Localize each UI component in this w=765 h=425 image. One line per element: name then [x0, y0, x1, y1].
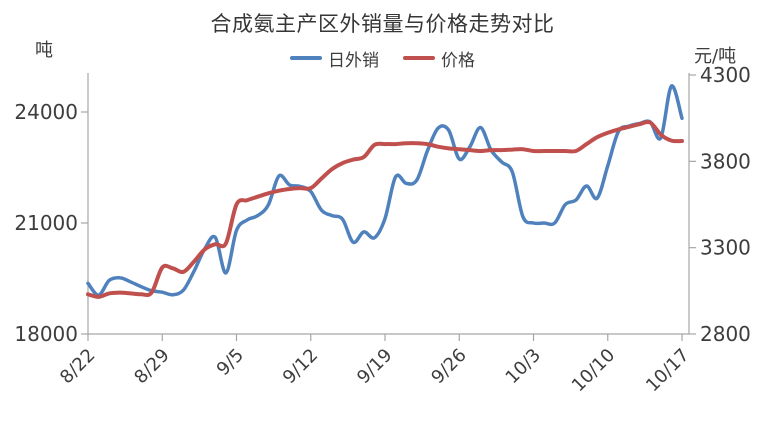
x-axis-tick-label: 10/3 — [502, 345, 545, 388]
sales-line-swatch-icon — [290, 56, 322, 60]
y-axis-left-tick-label: 21000 — [14, 211, 78, 235]
chart-title: 合成氨主产区外销量与价格走势对比 — [210, 12, 555, 36]
legend-label-daily-sales: 日外销 — [328, 50, 379, 71]
x-axis-tick-label: 9/12 — [279, 345, 322, 388]
y-axis-left-tick-label: 18000 — [14, 322, 78, 346]
price-line-swatch-icon — [403, 56, 435, 60]
legend-item-price: 价格 — [403, 46, 475, 71]
y-axis-right-tick-label: 3300 — [700, 236, 751, 260]
right-axis-unit-label: 元/吨 — [694, 46, 737, 67]
x-axis-tick-label: 10/17 — [642, 345, 694, 397]
y-axis-right-tick-label: 3800 — [700, 149, 751, 173]
x-axis-tick-label: 8/22 — [56, 345, 99, 388]
x-axis-tick-label: 9/26 — [427, 345, 470, 388]
y-axis-left-tick-label: 24000 — [14, 100, 78, 124]
legend-item-daily-sales: 日外销 — [290, 46, 379, 71]
left-axis-unit-label: 吨 — [35, 40, 53, 61]
x-axis-tick-label: 8/29 — [130, 345, 173, 388]
y-axis-right-tick-label: 4300 — [700, 63, 751, 87]
legend: 日外销 价格 — [0, 46, 765, 71]
x-axis-tick-label: 9/19 — [353, 345, 396, 388]
daily-sales-series-line — [86, 84, 684, 297]
legend-label-price: 价格 — [441, 50, 475, 71]
x-axis-tick-label: 9/5 — [213, 345, 248, 380]
x-axis-tick-label: 10/10 — [568, 345, 620, 397]
y-axis-right-tick-label: 2800 — [700, 322, 751, 346]
price-series-line — [86, 119, 684, 299]
